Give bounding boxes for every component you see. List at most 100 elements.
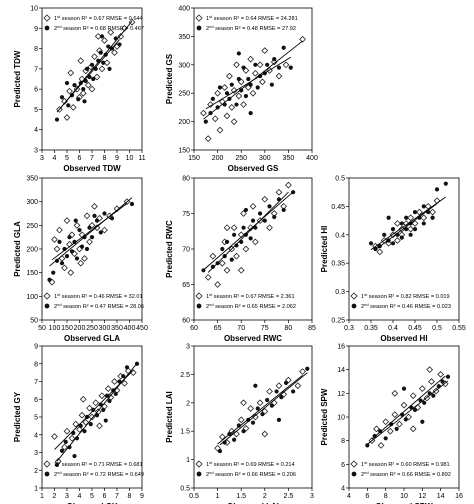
point-gla-s2-0	[47, 277, 52, 282]
x-axis-label-rwc: Observed RWC	[224, 334, 282, 343]
point-tdw-s2-21	[117, 42, 122, 47]
point-hi-s2-11	[404, 215, 409, 220]
point-rwc-s1-11	[242, 245, 250, 253]
point-gs-s1-13	[235, 92, 243, 100]
point-gs-s2-6	[224, 91, 230, 96]
x-tick-label-tdw-5: 8	[103, 155, 107, 162]
point-hi-s1-1	[376, 248, 384, 256]
x-tick-label-lai-4: 2.5	[284, 493, 294, 500]
point-gla-s2-22	[129, 201, 135, 207]
point-rwc-s2-8	[234, 243, 239, 248]
point-gs-s2-0	[203, 119, 208, 124]
x-tick-label-gy-0: 1	[40, 493, 44, 500]
point-gs-s2-9	[234, 102, 239, 107]
point-gs-s2-25	[288, 65, 293, 70]
legend-entry-spw-2-marker	[351, 471, 357, 477]
point-gy-s2-6	[78, 423, 83, 428]
y-tick-label-gy-3: 4	[34, 432, 38, 439]
point-hi-s1-5	[394, 237, 401, 244]
y-tick-label-gs-5: 400	[178, 6, 190, 13]
point-spw-s1-6	[396, 420, 403, 428]
point-lai-s2-9	[260, 412, 265, 417]
point-gs-s2-20	[265, 62, 270, 67]
y-tick-label-gs-3: 300	[178, 62, 190, 69]
y-tick-label-rwc-3: 75	[182, 211, 190, 218]
point-lai-s1-4	[233, 430, 240, 438]
point-tdw-s2-12	[91, 76, 96, 82]
point-gs-s2-10	[236, 76, 241, 82]
regression-line-rwc-s1	[207, 191, 289, 273]
x-tick-label-gs-1: 200	[212, 155, 224, 162]
x-axis-label-hi: Observed HI	[380, 334, 427, 343]
x-tick-label-hi-2: 0.4	[388, 325, 398, 332]
y-tick-label-lai-0: 0.5	[180, 486, 190, 493]
x-tick-label-hi-4: 0.5	[432, 325, 442, 332]
point-tdw-s2-16	[101, 60, 106, 65]
point-gla-s2-1	[51, 270, 56, 275]
y-tick-label-rwc-1: 65	[182, 282, 190, 289]
point-lai-s2-0	[217, 448, 223, 454]
point-gla-s1-2	[53, 245, 61, 253]
point-tdw-s1-20	[111, 49, 118, 56]
regression-line-gy-s2	[56, 363, 138, 462]
y-tick-label-gs-4: 350	[178, 34, 190, 41]
point-gs-s2-16	[253, 62, 258, 67]
point-gla-s2-6	[64, 254, 70, 259]
point-gy-s2-14	[104, 393, 110, 398]
point-tdw-s1-26	[77, 57, 85, 65]
point-rwc-s1-0	[204, 274, 212, 281]
point-lai-s2-10	[265, 397, 270, 403]
point-gla-s2-7	[67, 235, 72, 240]
point-gs-s1-3	[211, 115, 219, 123]
y-tick-label-gs-0: 150	[178, 148, 190, 155]
point-gs-s1-7	[221, 84, 229, 91]
regression-line-lai-s2	[219, 372, 308, 446]
point-gla-s2-21	[109, 216, 115, 221]
point-gs-s2-22	[272, 57, 277, 62]
x-tick-label-lai-5: 3	[310, 493, 314, 500]
point-rwc-s2-1	[210, 264, 215, 269]
point-gla-s2-14	[84, 246, 90, 252]
point-hi-s1-10	[407, 214, 414, 222]
point-gla-s2-11	[77, 227, 82, 233]
point-hi-s2-5	[390, 241, 396, 246]
legend-entry-hi-1-marker	[350, 292, 358, 300]
x-tick-label-gy-7: 8	[128, 493, 132, 500]
y-tick-label-spw-4: 12	[337, 391, 345, 398]
point-hi-s2-22	[386, 215, 391, 220]
point-gla-s2-9	[72, 239, 77, 244]
y-tick-label-spw-2: 8	[341, 438, 345, 445]
x-tick-label-tdw-1: 4	[53, 155, 57, 162]
point-gy-s1-2	[61, 443, 68, 451]
point-tdw-s2-1	[59, 95, 65, 100]
legend-entry-rwc-1-marker	[195, 292, 203, 300]
point-tdw-s1-23	[121, 24, 128, 32]
legend-entry-gy-2: 2nd season R² = 0.72 RMSE = 0.649	[54, 470, 144, 478]
panel-gs: 150 200 250 300 350 400 150 200 250 300 350 400 Obse…	[165, 6, 318, 174]
y-tick-label-tdw-1: 4	[34, 127, 38, 134]
point-rwc-s2-3	[220, 246, 225, 252]
point-gla-s2-15	[87, 225, 92, 230]
point-gy-s1-17	[111, 378, 118, 385]
x-tick-label-hi-3: 0.45	[408, 325, 422, 332]
point-lai-s2-17	[253, 383, 258, 388]
y-tick-label-spw-3: 10	[337, 415, 345, 422]
x-tick-label-spw-0: 4	[347, 493, 351, 500]
point-spw-s1-19	[409, 425, 417, 433]
x-tick-label-tdw-2: 5	[65, 155, 69, 162]
point-tdw-s1-17	[101, 37, 108, 44]
point-gy-s1-15	[104, 385, 112, 392]
point-tdw-s1-14	[93, 73, 101, 81]
point-gla-s1-5	[61, 264, 68, 272]
point-rwc-s2-17	[267, 204, 272, 209]
point-tdw-s2-0	[54, 117, 60, 122]
point-spw-s2-16	[445, 374, 451, 379]
point-spw-s1-13	[428, 378, 435, 385]
legend-entry-gs-1-marker	[195, 14, 203, 22]
panel-gla: 50 100 150 200 250 300 350 400 45050100150200250…	[13, 176, 148, 344]
x-tick-label-gy-2: 3	[65, 493, 69, 500]
point-gy-s2-9	[88, 422, 93, 427]
point-gy-s1-3	[63, 427, 71, 435]
legend-entry-gs-1: 1st season R² = 0.64 RMSE = 24.281	[206, 14, 298, 22]
point-lai-s2-15	[291, 389, 296, 394]
